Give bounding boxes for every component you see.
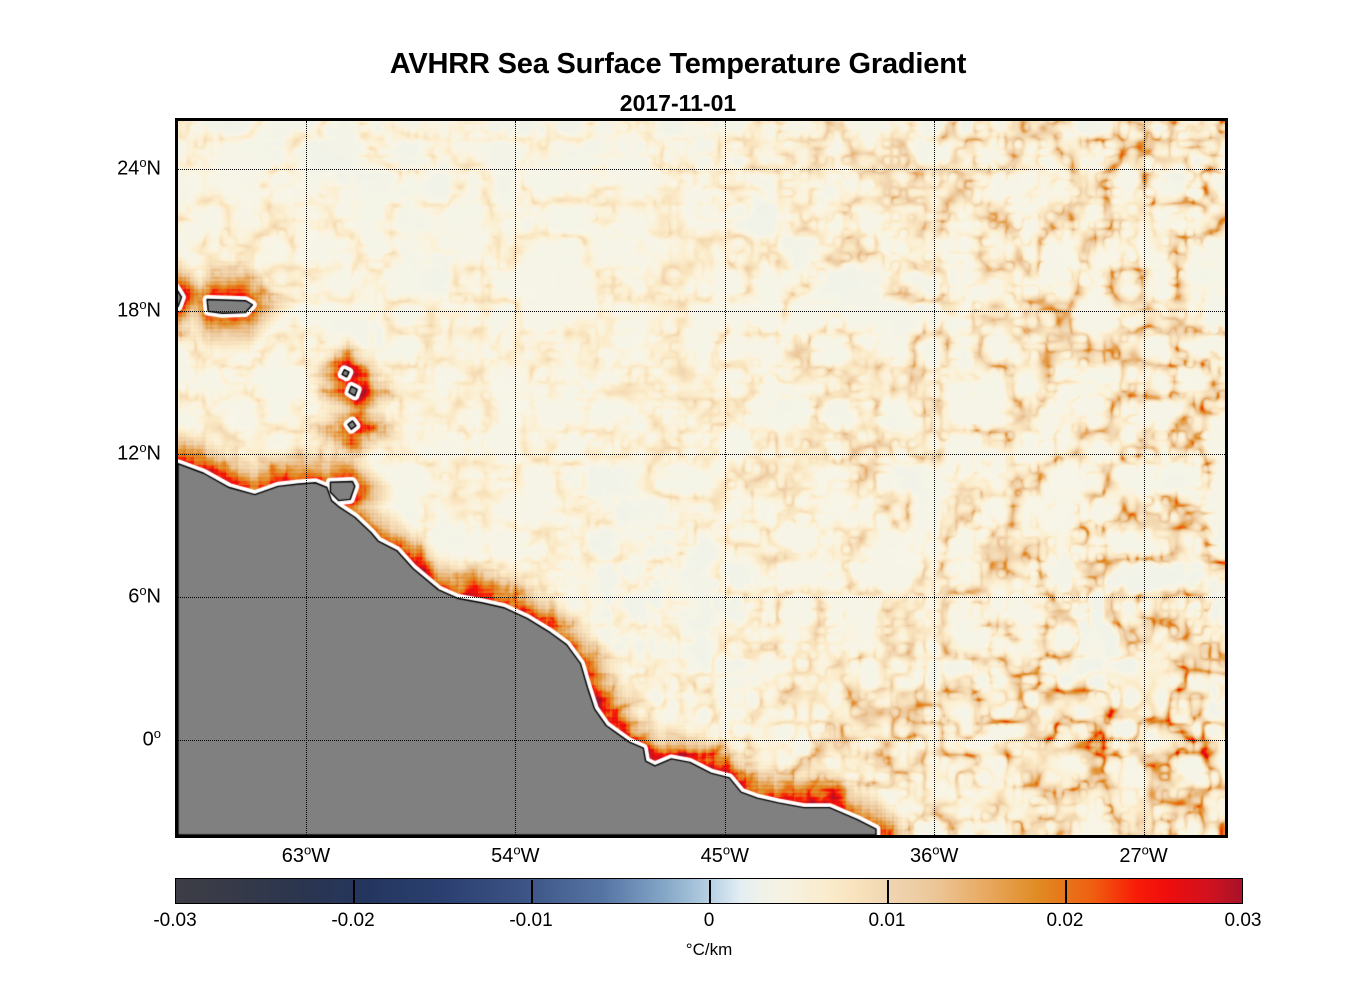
colorbar-tick-mark <box>709 880 711 904</box>
x-tick-mark <box>513 835 517 838</box>
colorbar-tick-label: 0.03 <box>1224 910 1262 931</box>
y-axis-label: 18oN <box>117 297 161 322</box>
y-tick-mark <box>175 452 178 456</box>
colorbar-tick-label: 0 <box>703 910 715 931</box>
colorbar-tick-label: 0.02 <box>1046 910 1084 931</box>
colorbar-tick-label: 0.01 <box>868 910 906 931</box>
y-axis-label: 6oN <box>128 582 161 608</box>
x-axis-label: 63oW <box>281 842 331 867</box>
colorbar-tick-label: -0.01 <box>509 910 553 931</box>
x-tick-mark <box>932 835 936 838</box>
map-plot-area <box>175 118 1228 838</box>
x-tick-mark <box>723 835 727 838</box>
page-title: AVHRR Sea Surface Temperature Gradient <box>389 48 967 80</box>
colorbar <box>175 878 1243 904</box>
x-tick-mark <box>1142 835 1146 838</box>
y-axis-label: 0o <box>142 725 161 751</box>
x-axis-label: 45oW <box>700 842 749 867</box>
x-axis-label: 36oW <box>909 842 959 867</box>
colorbar-tick-label: -0.03 <box>153 910 197 931</box>
y-tick-mark-right <box>1225 452 1228 456</box>
y-tick-mark <box>175 595 178 599</box>
x-axis-label: 27oW <box>1119 842 1168 867</box>
x-tick-mark-top <box>723 118 727 121</box>
colorbar-tick-mark <box>353 880 355 904</box>
x-tick-mark <box>304 835 308 838</box>
colorbar-tick-mark <box>1065 880 1067 904</box>
colorbar-tick-label: -0.02 <box>331 910 375 931</box>
y-tick-mark <box>175 167 178 171</box>
colorbar-gradient <box>175 878 1243 904</box>
y-tick-mark-right <box>1225 595 1228 599</box>
x-tick-mark-top <box>513 118 517 121</box>
y-axis-label: 24oN <box>117 154 161 180</box>
colorbar-unit-label: °C/km <box>685 940 733 959</box>
y-axis-label: 12oN <box>117 440 161 465</box>
x-axis-label: 54oW <box>491 842 540 867</box>
colorbar-tick-mark <box>887 880 889 904</box>
x-tick-mark-top <box>1142 118 1146 121</box>
x-tick-mark-top <box>304 118 308 121</box>
x-tick-mark-top <box>932 118 936 121</box>
y-tick-mark-right <box>1225 167 1228 171</box>
y-tick-mark <box>175 738 178 742</box>
y-tick-mark <box>175 309 178 313</box>
figure-subtitle: 2017-11-01 <box>619 90 737 116</box>
y-tick-mark-right <box>1225 738 1228 742</box>
colorbar-tick-mark <box>531 880 533 904</box>
y-tick-mark-right <box>1225 309 1228 313</box>
sst-gradient-heatmap <box>178 121 1225 835</box>
